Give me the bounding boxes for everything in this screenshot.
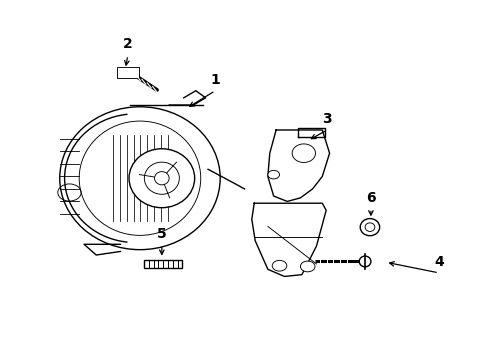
Text: 6: 6 — [366, 191, 375, 205]
FancyBboxPatch shape — [144, 260, 182, 267]
Text: 1: 1 — [210, 73, 220, 87]
Ellipse shape — [291, 144, 315, 162]
Ellipse shape — [359, 256, 370, 267]
Ellipse shape — [129, 149, 194, 208]
Circle shape — [272, 260, 286, 271]
Circle shape — [267, 170, 279, 179]
Text: 2: 2 — [122, 37, 132, 51]
Text: 3: 3 — [322, 112, 331, 126]
Circle shape — [300, 261, 314, 272]
Text: 4: 4 — [433, 255, 443, 269]
Ellipse shape — [144, 162, 179, 194]
Ellipse shape — [360, 219, 379, 236]
Text: 5: 5 — [157, 226, 166, 240]
FancyBboxPatch shape — [117, 67, 138, 78]
Ellipse shape — [154, 172, 169, 185]
